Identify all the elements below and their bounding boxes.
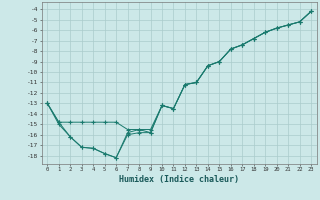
- X-axis label: Humidex (Indice chaleur): Humidex (Indice chaleur): [119, 175, 239, 184]
